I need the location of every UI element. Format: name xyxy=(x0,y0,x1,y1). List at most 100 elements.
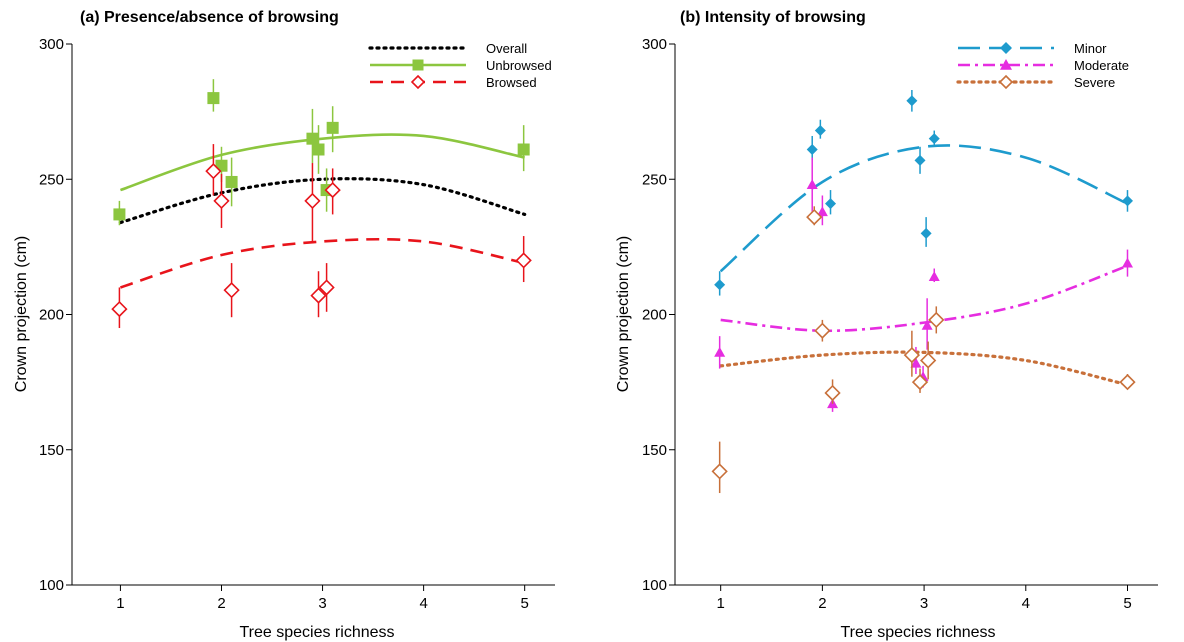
panel-a-data-point xyxy=(312,143,325,156)
panel-a-title: (a) Presence/absence of browsing xyxy=(80,9,339,26)
panel-b-legend-marker xyxy=(1000,42,1012,54)
panel-b-y-tick-label: 150 xyxy=(642,442,667,459)
panel-a-legend-item-unbrowsed: Unbrowsed xyxy=(370,58,552,73)
panel-a-data-point xyxy=(213,192,230,210)
panel-a-series-unbrowsed xyxy=(113,79,530,226)
panel-b-data-point xyxy=(711,463,728,480)
panel-b-y-tick-label: 100 xyxy=(642,577,667,594)
panel-a-data-point xyxy=(517,143,530,156)
panel-b-data-point xyxy=(814,322,831,339)
panel-b-fit-severe xyxy=(719,350,1130,387)
panel-b-y-axis-title: Crown projection (cm) xyxy=(615,236,632,392)
panel-b-data-point xyxy=(714,279,726,291)
panel-b-series-minor xyxy=(714,89,1133,296)
panel-b-legend-marker xyxy=(1000,59,1012,70)
panel-a-legend: Overall Unbrowsed Browsed xyxy=(368,41,552,90)
panel-b-title: (b) Intensity of browsing xyxy=(680,9,866,26)
panel-a-y-tick-label: 300 xyxy=(39,36,64,53)
panel-a-data-point xyxy=(310,287,327,304)
panel-a-data-point xyxy=(225,175,238,188)
panel-a-legend-marker xyxy=(412,59,424,71)
panel-b-data-point xyxy=(928,133,940,145)
panel-b-data-point xyxy=(1119,373,1136,391)
panel-b-x-axis-title: Tree species richness xyxy=(840,624,995,641)
panel-a-y-axis-title: Crown projection (cm) xyxy=(13,236,30,392)
panel-a-y-tick-label: 100 xyxy=(39,577,64,594)
panel-a-data-point xyxy=(113,208,126,221)
panel-b-axes: 100 150 200 250 300 1 2 3 4 5 xyxy=(642,36,1158,612)
panel-a-fit-unbrowsed xyxy=(119,133,525,192)
panel-b-legend-label: Moderate xyxy=(1074,58,1129,73)
panel-a-y-tick-label: 250 xyxy=(39,171,64,188)
panel-a: (a) Presence/absence of browsing Tree sp… xyxy=(13,9,555,641)
panel-a-y-tick-label: 200 xyxy=(39,307,64,324)
panel-b-data-point xyxy=(814,125,826,137)
panel-b-fit-minor xyxy=(719,144,1129,273)
panel-a-x-tick-label: 3 xyxy=(318,595,326,612)
panel-b-data-point xyxy=(1121,195,1133,207)
panel-a-x-tick-label: 5 xyxy=(521,595,529,612)
panel-a-legend-label: Overall xyxy=(486,41,527,56)
panel-b-data-point xyxy=(906,95,918,107)
panel-b-legend-item-minor: Minor xyxy=(958,41,1107,56)
panel-a-data-point xyxy=(205,163,222,180)
panel-b-data-point xyxy=(903,346,921,364)
panel-b-fit-moderate xyxy=(720,264,1128,333)
panel-b-data-point xyxy=(816,206,828,217)
panel-b-x-tick-label: 3 xyxy=(920,595,928,612)
panel-b-data-point xyxy=(1121,257,1133,268)
panel-b-data-point xyxy=(806,179,818,190)
panel-a-x-tick-label: 4 xyxy=(419,595,427,612)
panel-a-axes: 100 150 200 250 300 1 2 3 4 5 xyxy=(39,36,555,612)
panel-a-fit-browsed xyxy=(120,237,525,289)
panel-a-data-point xyxy=(318,279,335,296)
panel-b-y-tick-label: 250 xyxy=(642,171,667,188)
panel-b-data-point xyxy=(825,198,837,210)
panel-a-data-point xyxy=(207,92,220,105)
panel-a-legend-marker xyxy=(410,74,426,90)
panel-b-data-point xyxy=(920,352,937,369)
panel-a-data-point xyxy=(326,121,339,134)
panel-a-legend-label: Unbrowsed xyxy=(486,58,552,73)
panel-b-data-point xyxy=(920,227,932,239)
panel-a-legend-item-browsed: Browsed xyxy=(370,74,537,90)
panel-a-data-point xyxy=(304,192,321,210)
panel-a-x-tick-label: 1 xyxy=(116,595,124,612)
panel-b-series-moderate xyxy=(714,157,1133,412)
panel-b-y-tick-label: 200 xyxy=(642,307,667,324)
panel-b-data-point xyxy=(921,319,933,330)
panel-a-y-tick-label: 150 xyxy=(39,442,64,459)
panel-a-data-point xyxy=(223,282,240,299)
panel-b-y-tick-label: 300 xyxy=(642,36,667,53)
panel-b-legend-label: Minor xyxy=(1074,41,1107,56)
panel-a-fit-overall xyxy=(118,177,527,225)
panel-b-data-point xyxy=(911,373,929,391)
panel-b-data-point xyxy=(806,208,823,226)
panel-b-x-tick-label: 5 xyxy=(1123,595,1131,612)
panel-b-data-point xyxy=(928,311,945,329)
panel-a-x-tick-label: 2 xyxy=(217,595,225,612)
panel-b-data-point xyxy=(824,384,841,402)
panel-a-legend-item-overall: Overall xyxy=(368,41,527,56)
panel-a-series-browsed xyxy=(111,144,532,329)
panel-b-data-point xyxy=(928,271,940,282)
panel-b-x-tick-label: 2 xyxy=(818,595,826,612)
panel-b-x-tick-label: 1 xyxy=(717,595,725,612)
panel-b: (b) Intensity of browsing Tree species r… xyxy=(615,9,1158,641)
panel-b-data-point xyxy=(914,154,926,166)
panel-a-data-point xyxy=(306,132,319,145)
panel-b-legend: Minor Moderate Severe xyxy=(956,41,1129,90)
panel-a-data-point xyxy=(515,252,532,269)
panel-b-data-point xyxy=(806,143,818,155)
panel-a-x-axis-title: Tree species richness xyxy=(239,624,394,641)
panel-a-data-point xyxy=(324,181,341,199)
panel-b-legend-label: Severe xyxy=(1074,75,1115,90)
panel-b-data-point xyxy=(714,346,726,357)
panel-b-legend-item-severe: Severe xyxy=(956,74,1115,90)
panel-a-data-point xyxy=(111,300,128,318)
panel-b-x-tick-label: 4 xyxy=(1022,595,1030,612)
panel-b-legend-item-moderate: Moderate xyxy=(958,58,1129,73)
panel-b-series-severe xyxy=(711,206,1136,494)
panel-a-legend-label: Browsed xyxy=(486,75,537,90)
